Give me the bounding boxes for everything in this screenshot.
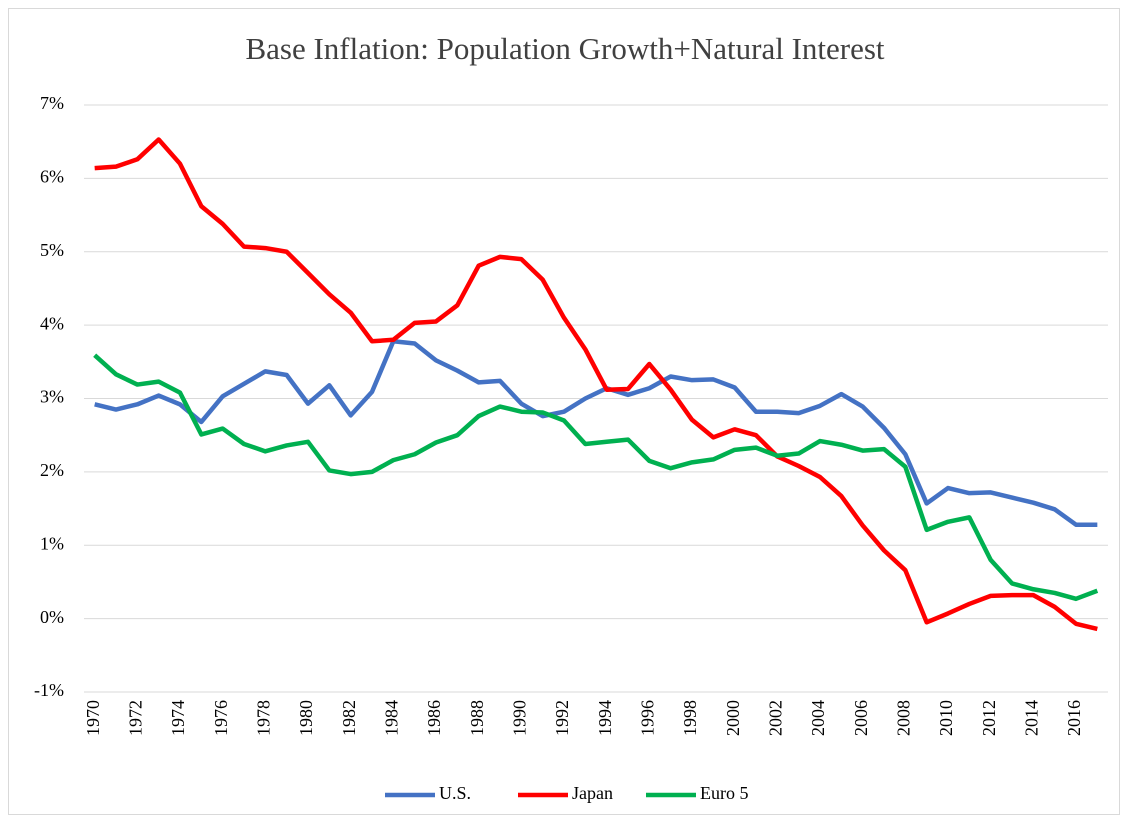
x-tick-label: 2002 xyxy=(765,700,785,736)
y-tick-label: 6% xyxy=(40,167,64,187)
y-tick-label: 7% xyxy=(40,93,64,113)
x-tick-label: 1988 xyxy=(467,700,487,736)
x-tick-label: 1978 xyxy=(253,700,273,736)
y-tick-label: 0% xyxy=(40,607,64,627)
x-tick-label: 1972 xyxy=(125,700,145,736)
x-tick-label: 1980 xyxy=(296,700,316,736)
x-tick-label: 1990 xyxy=(509,700,529,736)
y-tick-label: 5% xyxy=(40,240,64,260)
x-tick-label: 1986 xyxy=(424,700,444,736)
legend-label: Japan xyxy=(572,783,613,803)
x-tick-label: 2016 xyxy=(1064,700,1084,736)
legend-label: Euro 5 xyxy=(700,783,749,803)
x-tick-label: 2000 xyxy=(723,700,743,736)
x-tick-label: 2010 xyxy=(936,700,956,736)
x-tick-label: 2014 xyxy=(1021,700,1041,736)
legend-label: U.S. xyxy=(439,783,471,803)
x-tick-label: 1984 xyxy=(381,700,401,736)
y-tick-label: 3% xyxy=(40,387,64,407)
series-line xyxy=(94,137,1098,632)
x-tick-label: 1992 xyxy=(552,700,572,736)
y-tick-label: -1% xyxy=(34,680,64,700)
x-tick-label: 1976 xyxy=(211,700,231,736)
x-tick-label: 1998 xyxy=(680,700,700,736)
x-tick-label: 1982 xyxy=(339,700,359,736)
y-tick-label: 2% xyxy=(40,460,64,480)
x-tick-label: 1996 xyxy=(637,700,657,736)
y-tick-label: 1% xyxy=(40,533,64,553)
y-tick-label: 4% xyxy=(40,313,64,333)
x-tick-label: 2008 xyxy=(893,700,913,736)
chart-title: Base Inflation: Population Growth+Natura… xyxy=(245,31,884,66)
x-tick-label: 2004 xyxy=(808,700,828,736)
x-tick-label: 2006 xyxy=(851,700,871,736)
x-tick-label: 1994 xyxy=(595,700,615,736)
series-line xyxy=(94,339,1098,527)
series-line xyxy=(93,353,1099,602)
x-tick-label: 1974 xyxy=(168,700,188,736)
x-tick-label: 2012 xyxy=(979,700,999,736)
x-tick-label: 1970 xyxy=(83,700,103,736)
